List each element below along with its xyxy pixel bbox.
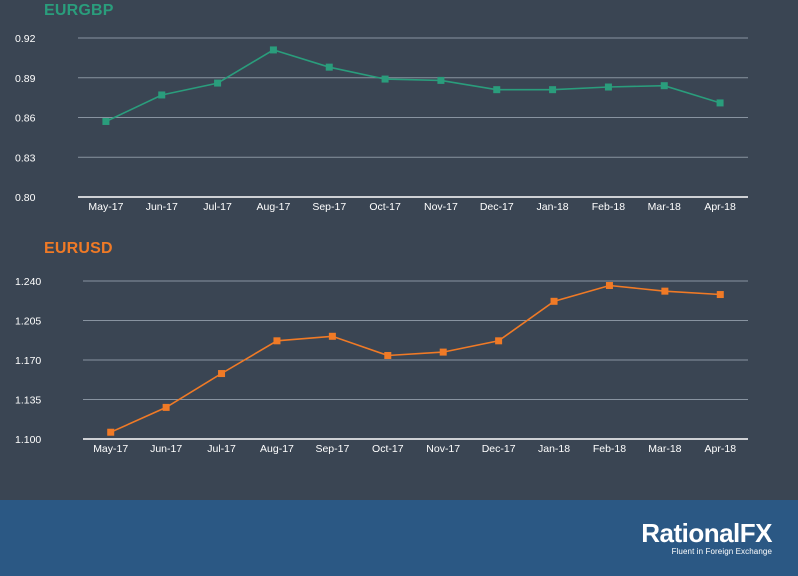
- eurusd-x-tick-label: Dec-17: [482, 443, 516, 455]
- eurusd-y-tick-label: 1.240: [15, 276, 41, 288]
- eurgbp-x-tick-label: Jun-17: [146, 201, 178, 213]
- eurgbp-data-point: [325, 63, 333, 71]
- eurusd-x-tick-label: Sep-17: [315, 443, 349, 455]
- eurgbp-plot: 0.80 0.83 0.86 0.89 0.92 May-17 Jun-17 Jul-17 Au…: [15, 33, 748, 213]
- eurusd-x-tick-label: Jan-18: [538, 443, 570, 455]
- eurusd-x-tick-label: Oct-17: [372, 443, 404, 455]
- eurusd-x-tick-label: Apr-18: [705, 443, 737, 455]
- eurusd-y-tick-label: 1.170: [15, 355, 41, 367]
- eurusd-series-line: [110, 284, 721, 433]
- eurusd-x-tick-label: Jun-17: [150, 443, 182, 455]
- eurusd-x-tick-label: Aug-17: [260, 443, 294, 455]
- eurusd-x-tick-label: May-17: [93, 443, 128, 455]
- eurusd-x-tick-label: Feb-18: [593, 443, 626, 455]
- eurgbp-y-tick-label: 0.92: [15, 33, 36, 45]
- eurgbp-y-tick-label: 0.83: [15, 152, 36, 164]
- eurusd-chart: EURUSD 1.100 1.135 1.170 1.205 1.240 May-17 Ju…: [0, 238, 798, 463]
- eurusd-data-point: [107, 428, 115, 436]
- eurusd-data-point: [328, 332, 336, 340]
- eurgbp-y-tick-label: 0.89: [15, 73, 36, 85]
- eurusd-y-tick-label: 1.205: [15, 316, 41, 328]
- eurusd-y-tick-label: 1.100: [15, 434, 41, 446]
- eurgbp-y-tick-label: 0.86: [15, 113, 36, 125]
- eurgbp-data-point: [214, 79, 222, 87]
- eurgbp-y-tick-label: 0.80: [15, 192, 36, 204]
- eurusd-data-point: [661, 287, 669, 295]
- eurusd-data-point: [495, 337, 503, 345]
- eurusd-y-tick-label: 1.135: [15, 395, 41, 407]
- eurgbp-x-tick-label: Jan-18: [537, 201, 569, 213]
- eurusd-data-point: [218, 370, 226, 378]
- eurusd-plot: 1.100 1.135 1.170 1.205 1.240 May-17 Jun-17 Jul…: [15, 276, 748, 455]
- eurgbp-x-tick-label: Feb-18: [592, 201, 625, 213]
- eurgbp-x-tick-label: Sep-17: [312, 201, 346, 213]
- eurgbp-x-tick-label: Aug-17: [256, 201, 290, 213]
- eurgbp-data-point: [158, 91, 166, 99]
- eurgbp-data-point: [493, 86, 501, 94]
- eurgbp-data-point: [269, 46, 277, 54]
- eurgbp-data-point: [604, 83, 612, 91]
- eurusd-data-point: [439, 348, 447, 356]
- eurusd-x-tick-label: Jul-17: [207, 443, 236, 455]
- eurgbp-data-point: [437, 76, 445, 84]
- eurusd-data-point: [550, 297, 558, 305]
- brand-name: RationalFX: [641, 518, 772, 548]
- eurgbp-chart: EURGBP 0.80 0.83 0.86 0.89 0.92 May-17 Jun-17 J…: [0, 0, 798, 220]
- eurgbp-data-point: [660, 82, 668, 90]
- brand-logo: RationalFX Fluent in Foreign Exchange: [641, 520, 772, 556]
- eurgbp-x-tick-label: Nov-17: [424, 201, 458, 213]
- eurgbp-x-tick-label: May-17: [88, 201, 123, 213]
- eurgbp-data-point: [716, 99, 724, 107]
- eurgbp-data-point: [549, 86, 557, 94]
- eurgbp-x-tick-label: Jul-17: [203, 201, 232, 213]
- eurgbp-x-tick-label: Apr-18: [704, 201, 736, 213]
- footer-bar: RationalFX Fluent in Foreign Exchange: [0, 500, 798, 576]
- eurgbp-series-line: [105, 49, 721, 123]
- eurusd-x-tick-label: Nov-17: [426, 443, 460, 455]
- eurusd-data-point: [273, 337, 281, 345]
- eurgbp-data-point: [102, 117, 110, 125]
- eurgbp-x-tick-label: Dec-17: [480, 201, 514, 213]
- eurgbp-x-tick-label: Oct-17: [369, 201, 401, 213]
- eurgbp-data-point: [381, 75, 389, 83]
- eurgbp-x-tick-label: Mar-18: [648, 201, 681, 213]
- eurusd-data-point: [384, 351, 392, 359]
- eurusd-data-point: [162, 403, 170, 411]
- eurusd-title: EURUSD: [44, 240, 113, 257]
- eurgbp-title: EURGBP: [44, 2, 114, 19]
- eurusd-data-point: [716, 291, 724, 299]
- eurusd-data-point: [605, 282, 613, 290]
- brand-tagline: Fluent in Foreign Exchange: [671, 547, 772, 556]
- eurusd-x-tick-label: Mar-18: [648, 443, 681, 455]
